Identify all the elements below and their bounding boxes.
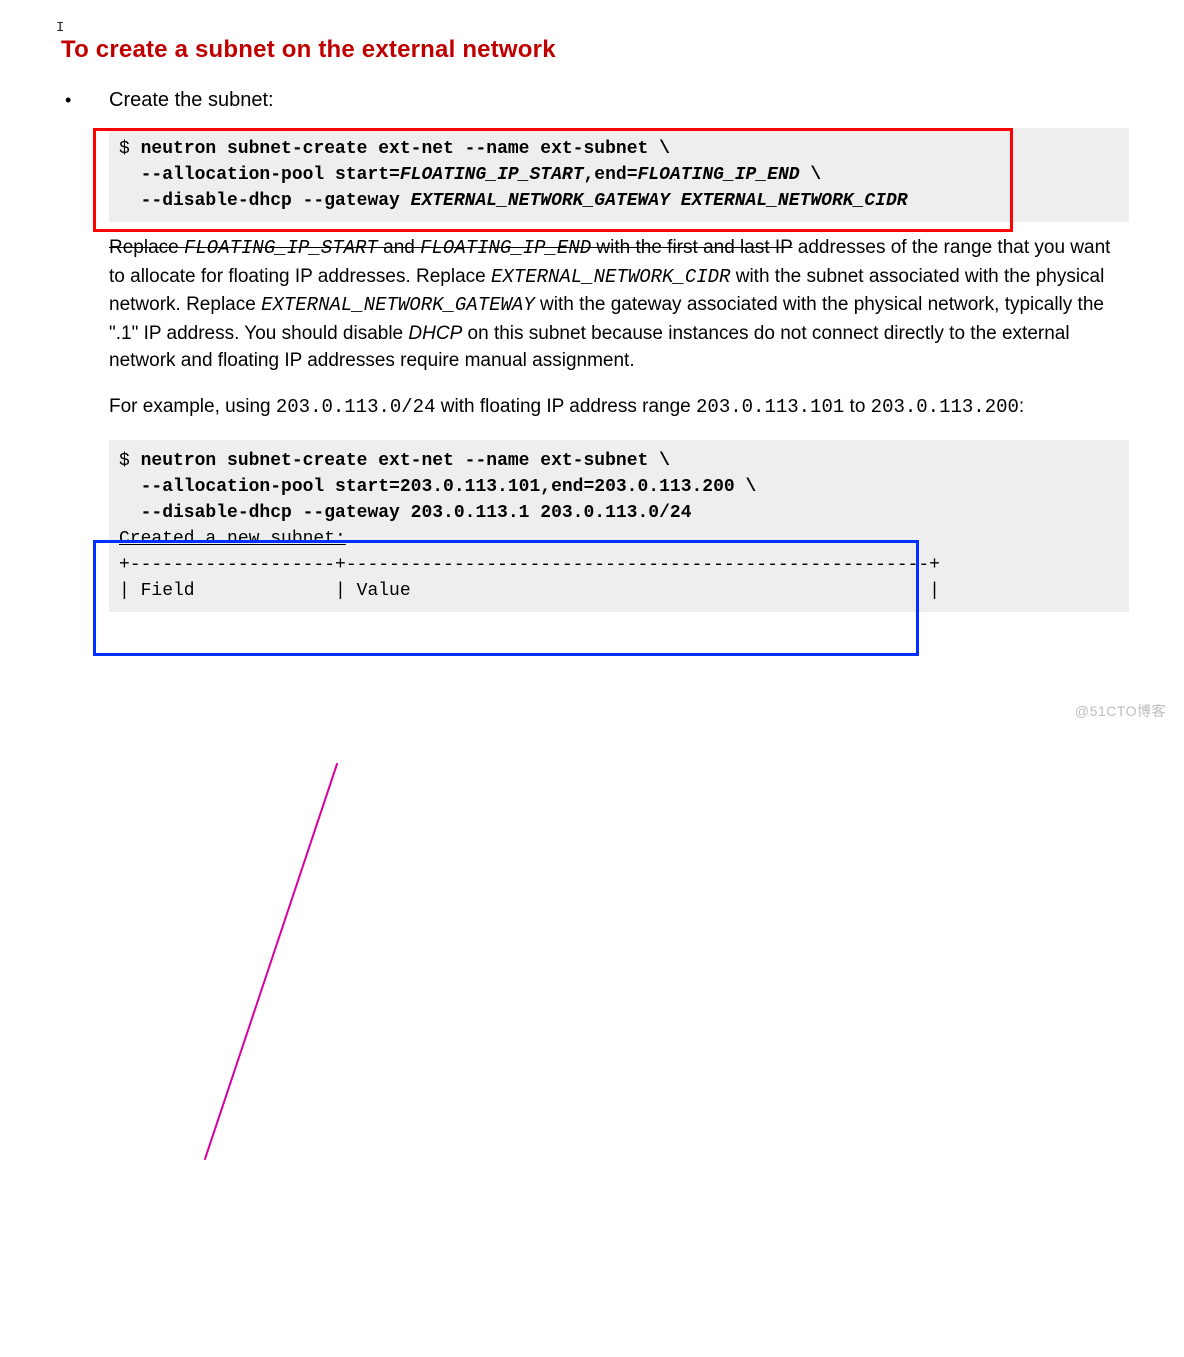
bullet-row: • Create the subnet: $ neutron subnet-cr… xyxy=(59,86,1129,624)
code1-cmd: neutron subnet-create ext-net --name ext… xyxy=(141,139,670,159)
code2-out3: | Field | Value | xyxy=(119,581,940,601)
p2-c3: 203.0.113.200 xyxy=(871,396,1019,418)
code1-l2d: FLOATING_IP_END xyxy=(638,165,800,185)
code2-cmd: neutron subnet-create ext-net --name ext… xyxy=(141,451,670,471)
code2-l3: --disable-dhcp --gateway 203.0.113.1 203… xyxy=(119,503,692,523)
p1-s5: DHCP xyxy=(408,323,462,344)
p1-t2: and xyxy=(378,237,420,258)
code1-l3d: EXTERNAL_NETWORK_CIDR xyxy=(681,191,908,211)
code2-l2: --allocation-pool start=203.0.113.101,en… xyxy=(119,477,756,497)
code1-l2a: --allocation-pool start= xyxy=(119,165,400,185)
code-block-1: $ neutron subnet-create ext-net --name e… xyxy=(109,128,1129,222)
code1-l3b: EXTERNAL_NETWORK_GATEWAY xyxy=(411,191,670,211)
p2-t3: to xyxy=(844,396,870,417)
p1-strike-tail: with the first and last IP xyxy=(591,237,792,258)
bullet-marker: • xyxy=(59,86,109,114)
p2-t1: For example, using xyxy=(109,396,276,417)
page: I To create a subnet on the external net… xyxy=(0,0,1184,733)
code1-l3c xyxy=(670,191,681,211)
pink-connector-line xyxy=(55,624,1184,1357)
code2-out1: Created a new subnet: xyxy=(119,529,346,549)
section-heading: To create a subnet on the external netwo… xyxy=(61,36,1129,64)
prompt-1: $ xyxy=(119,139,141,159)
code-block-2: $ neutron subnet-create ext-net --name e… xyxy=(109,440,1129,613)
prompt-2: $ xyxy=(119,451,141,471)
p1-s2: FLOATING_IP_END xyxy=(420,237,591,259)
p1-s3: EXTERNAL_NETWORK_CIDR xyxy=(491,266,730,288)
p1-s4: EXTERNAL_NETWORK_GATEWAY xyxy=(261,294,535,316)
p1-s1: FLOATING_IP_START xyxy=(184,237,378,259)
code1-l2c: ,end= xyxy=(584,165,638,185)
step-content: Create the subnet: $ neutron subnet-crea… xyxy=(109,86,1129,624)
code1-l2b: FLOATING_IP_START xyxy=(400,165,584,185)
code1-l2e: \ xyxy=(800,165,822,185)
watermark: @51CTO博客 xyxy=(1075,701,1166,721)
p2-c2: 203.0.113.101 xyxy=(696,396,844,418)
p1-t1: Replace xyxy=(109,237,184,258)
p2-t4: : xyxy=(1019,396,1024,417)
step-label: Create the subnet: xyxy=(109,86,1129,114)
p2-c1: 203.0.113.0/24 xyxy=(276,396,436,418)
code2-out2: +-------------------+-------------------… xyxy=(119,555,940,575)
p1-strike: Replace FLOATING_IP_START and FLOATING_I… xyxy=(109,237,793,258)
paragraph-2: For example, using 203.0.113.0/24 with f… xyxy=(109,393,1129,422)
paragraph-1: Replace FLOATING_IP_START and FLOATING_I… xyxy=(109,234,1129,375)
p2-t2: with floating IP address range xyxy=(436,396,697,417)
code1-l3a: --disable-dhcp --gateway xyxy=(119,191,411,211)
text-cursor: I xyxy=(56,20,64,36)
